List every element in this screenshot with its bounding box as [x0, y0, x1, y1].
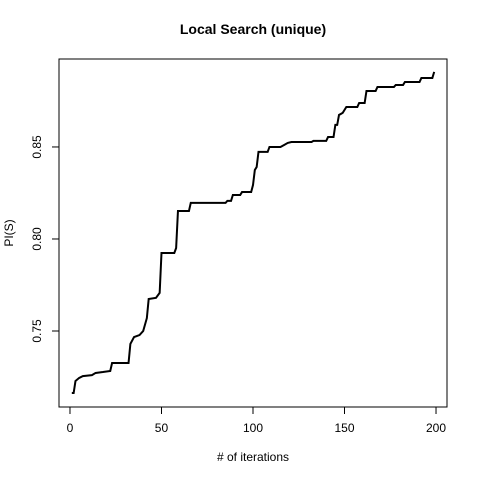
y-axis-label: PI(S) — [2, 219, 16, 246]
x-tick-label: 50 — [155, 421, 169, 435]
x-tick-label: 150 — [334, 421, 354, 435]
chart-title: Local Search (unique) — [180, 21, 326, 37]
y-tick-label: 0.75 — [30, 319, 44, 343]
plot-box — [58, 58, 448, 408]
x-tick-label: 0 — [67, 421, 74, 435]
y-tick-label: 0.80 — [30, 227, 44, 251]
x-axis-label: # of iterations — [217, 450, 289, 464]
line — [71, 71, 436, 395]
x-tick-label: 100 — [243, 421, 263, 435]
y-tick-label: 0.85 — [30, 135, 44, 159]
x-tick-label: 200 — [426, 421, 446, 435]
